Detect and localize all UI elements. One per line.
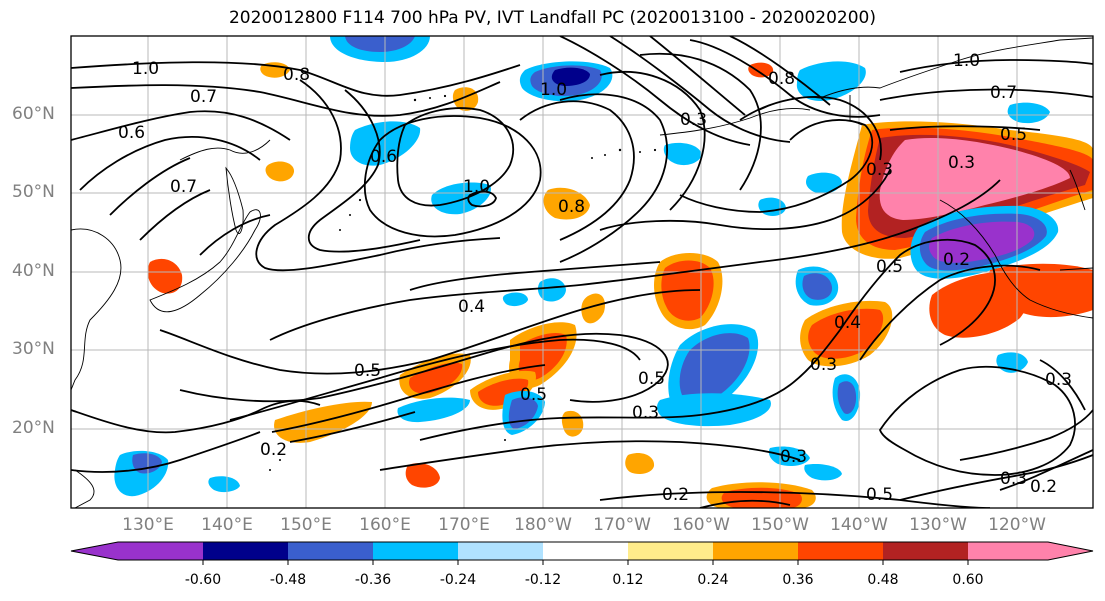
lon-label: 140°W bbox=[830, 515, 888, 535]
lat-label: 60°N bbox=[12, 104, 55, 124]
colorbar-segment bbox=[1048, 542, 1093, 560]
contour-labels: 1.0 0.8 0.7 0.6 0.6 0.7 1.0 0.8 0.4 0.5 … bbox=[118, 51, 1072, 505]
colorbar-tick-label: 0.36 bbox=[782, 572, 814, 588]
contour-label: 0.7 bbox=[170, 177, 197, 197]
map-area: 1.0 0.8 0.7 0.6 0.6 0.7 1.0 0.8 0.4 0.5 … bbox=[71, 36, 1093, 508]
contour-label: 0.3 bbox=[632, 403, 659, 423]
colorbar-tick-label: 0.60 bbox=[952, 572, 984, 588]
colorbar-segment bbox=[713, 542, 798, 560]
lon-label: 140°E bbox=[201, 515, 253, 535]
colorbar-segment bbox=[543, 542, 628, 560]
colorbar-segment bbox=[798, 542, 883, 560]
map-frame bbox=[70, 35, 1094, 509]
contour-label: 0.3 bbox=[810, 355, 837, 375]
lon-label: 170°E bbox=[438, 515, 490, 535]
lat-label: 30°N bbox=[12, 339, 55, 359]
colorbar-segment bbox=[203, 542, 288, 560]
contour-label: 0.3 bbox=[948, 153, 975, 173]
contour-label: 0.5 bbox=[1000, 125, 1027, 145]
lat-label: 50°N bbox=[12, 182, 55, 202]
contour-label: 1.0 bbox=[953, 51, 980, 71]
contour-label: 0.5 bbox=[638, 369, 665, 389]
contour-label: 0.6 bbox=[118, 123, 145, 143]
colorbar-segment bbox=[288, 542, 373, 560]
colorbar-tick-label: -0.48 bbox=[269, 572, 307, 588]
ivt-contours bbox=[71, 36, 1093, 508]
contour-label: 0.3 bbox=[1000, 469, 1027, 489]
contour-label: 0.4 bbox=[458, 297, 485, 317]
colorbar-tick-label: 0.24 bbox=[697, 572, 729, 588]
contour-label: 0.8 bbox=[558, 197, 585, 217]
contour-label: 0.3 bbox=[866, 160, 893, 180]
colorbar-segment bbox=[458, 542, 543, 560]
lon-label: 150°E bbox=[280, 515, 332, 535]
contour-label: 0.5 bbox=[354, 361, 381, 381]
colorbar-segment bbox=[118, 542, 203, 560]
lon-label: 170°W bbox=[593, 515, 651, 535]
contour-label: 0.3 bbox=[780, 447, 807, 467]
contour-label: 0.7 bbox=[190, 87, 217, 107]
contour-label: 0.6 bbox=[370, 147, 397, 167]
contour-label: 1.0 bbox=[463, 177, 490, 197]
contour-label: 0.2 bbox=[260, 440, 287, 460]
colorbar-tick-label: 0.48 bbox=[867, 572, 899, 588]
colorbar-tick-label: -0.60 bbox=[184, 572, 222, 588]
contour-label: 0.8 bbox=[283, 65, 310, 85]
lon-label: 130°E bbox=[122, 515, 174, 535]
contour-label: 0.2 bbox=[943, 250, 970, 270]
contour-label: 0.5 bbox=[876, 257, 903, 277]
graticule-grid bbox=[71, 36, 1093, 508]
lon-label: 160°E bbox=[359, 515, 411, 535]
lon-label: 160°W bbox=[672, 515, 730, 535]
contour-label: 0.8 bbox=[768, 69, 795, 89]
contour-label: 0.7 bbox=[990, 83, 1017, 103]
lon-label: 130°W bbox=[909, 515, 967, 535]
colorbar bbox=[70, 541, 1094, 565]
lat-label: 20°N bbox=[12, 418, 55, 438]
colorbar-tick-label: -0.36 bbox=[354, 572, 392, 588]
colorbar-segment bbox=[373, 542, 458, 560]
contour-label: 0.3 bbox=[680, 110, 707, 130]
contour-label: 1.0 bbox=[540, 80, 567, 100]
contour-label: 0.4 bbox=[834, 313, 861, 333]
islands bbox=[269, 94, 657, 471]
contour-label: 1.0 bbox=[132, 59, 159, 79]
contour-label: 0.2 bbox=[1030, 477, 1057, 497]
colorbar-tick-label: -0.12 bbox=[524, 572, 562, 588]
contour-label: 0.3 bbox=[1045, 370, 1072, 390]
colorbar-segment bbox=[883, 542, 968, 560]
contour-label: 0.5 bbox=[866, 485, 893, 505]
colorbar-segment bbox=[71, 542, 118, 560]
lon-label: 180°W bbox=[514, 515, 572, 535]
map-title: 2020012800 F114 700 hPa PV, IVT Landfall… bbox=[228, 8, 876, 28]
colorbar-segment bbox=[628, 542, 713, 560]
colorbar-segment bbox=[968, 542, 1048, 560]
contour-label: 0.5 bbox=[520, 385, 547, 405]
colorbar-tick-label: -0.24 bbox=[439, 572, 477, 588]
contour-label: 0.2 bbox=[662, 485, 689, 505]
colorbar-tick-label: 0.12 bbox=[612, 572, 644, 588]
lat-label: 40°N bbox=[12, 261, 55, 281]
lon-label: 150°W bbox=[751, 515, 809, 535]
lon-label: 120°W bbox=[988, 515, 1046, 535]
